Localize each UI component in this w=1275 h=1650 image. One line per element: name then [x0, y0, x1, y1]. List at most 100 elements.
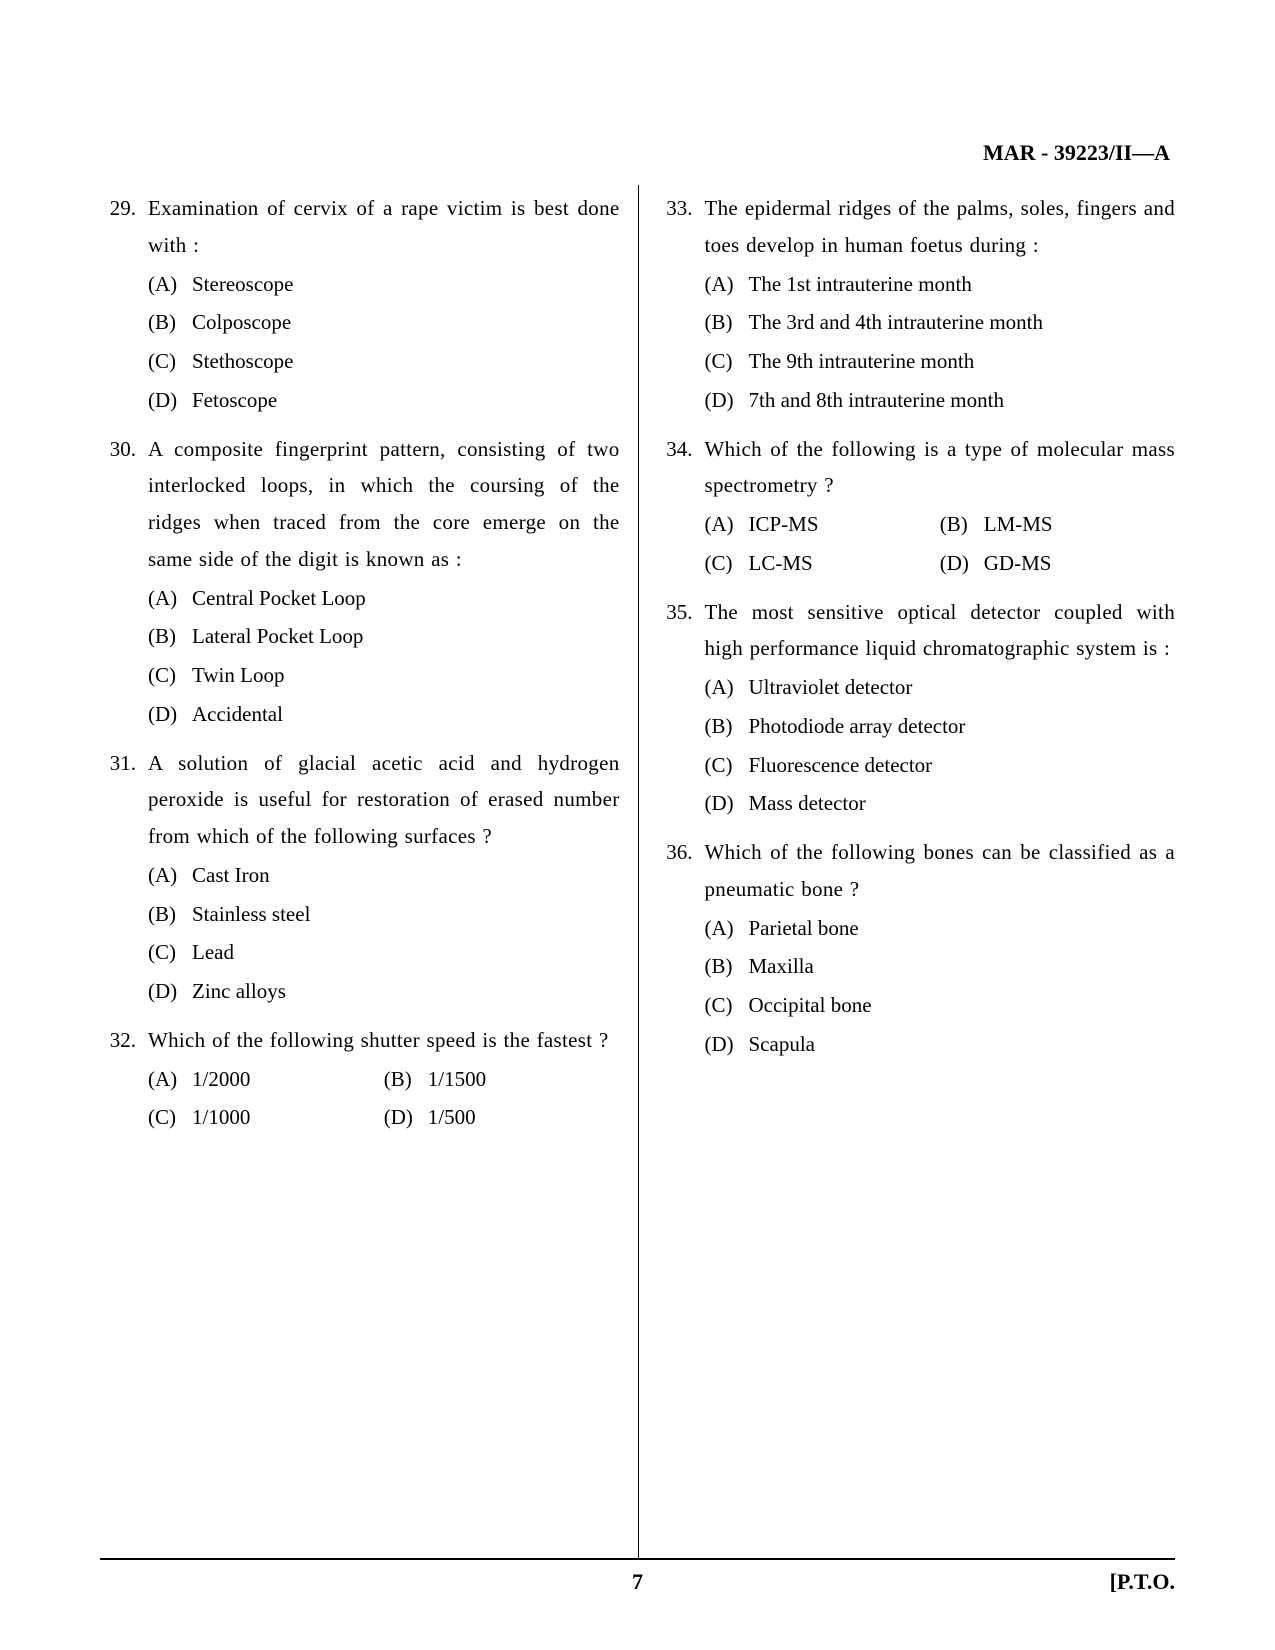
option-text: Parietal bone: [749, 910, 1176, 947]
option-label: (B): [148, 618, 192, 655]
option-text: Stainless steel: [192, 896, 620, 933]
option-text: Colposcope: [192, 304, 620, 341]
question: 32.Which of the following shutter speed …: [100, 1022, 620, 1138]
option-text: Stereoscope: [192, 266, 620, 303]
option-label: (C): [705, 545, 749, 582]
question-body: A composite fingerprint pattern, consist…: [148, 431, 620, 735]
option: (D)Zinc alloys: [148, 973, 620, 1010]
question-body: The epidermal ridges of the palms, soles…: [705, 190, 1176, 421]
question-number: 36.: [657, 834, 705, 1065]
option: (D)7th and 8th intrauterine month: [705, 382, 1176, 419]
question-body: Which of the following shutter speed is …: [148, 1022, 620, 1138]
option: (B)Photodiode array detector: [705, 708, 1176, 745]
option: (D)Mass detector: [705, 785, 1176, 822]
option-text: GD-MS: [984, 545, 1175, 582]
two-column-layout: 29.Examination of cervix of a rape victi…: [100, 185, 1175, 1558]
option-text: Photodiode array detector: [749, 708, 1176, 745]
options-list: (A)Central Pocket Loop(B)Lateral Pocket …: [148, 580, 620, 733]
option: (C)Lead: [148, 934, 620, 971]
page-number: 7: [632, 1569, 643, 1595]
option-label: (B): [148, 304, 192, 341]
option-text: 1/2000: [192, 1061, 384, 1098]
option-label: (A): [705, 910, 749, 947]
question-body: Which of the following is a type of mole…: [705, 431, 1176, 584]
right-column: 33.The epidermal ridges of the palms, so…: [638, 185, 1176, 1558]
option-text: Ultraviolet detector: [749, 669, 1176, 706]
options-list: (A)The 1st intrauterine month(B)The 3rd …: [705, 266, 1176, 419]
option-label: (B): [705, 304, 749, 341]
option: (B)Maxilla: [705, 948, 1176, 985]
option-text: Cast Iron: [192, 857, 620, 894]
question-number: 31.: [100, 745, 148, 1012]
option-label: (B): [705, 948, 749, 985]
question-text: A solution of glacial acetic acid and hy…: [148, 745, 620, 855]
options-list: (A)Parietal bone(B)Maxilla(C)Occipital b…: [705, 910, 1176, 1063]
option: (D)1/500: [384, 1099, 620, 1136]
option-text: LM-MS: [984, 506, 1175, 543]
option: (C)1/1000: [148, 1099, 384, 1136]
option: (A)ICP-MS: [705, 506, 940, 543]
option-label: (A): [705, 669, 749, 706]
option-label: (B): [384, 1061, 428, 1098]
question-text: Which of the following is a type of mole…: [705, 431, 1176, 505]
option-label: (D): [148, 696, 192, 733]
option-label: (C): [705, 747, 749, 784]
option-text: LC-MS: [749, 545, 940, 582]
option-text: 1/1500: [428, 1061, 620, 1098]
option-text: Accidental: [192, 696, 620, 733]
options-list: (A)ICP-MS(B)LM-MS (C)LC-MS(D)GD-MS: [705, 506, 1176, 584]
page-content: 29.Examination of cervix of a rape victi…: [100, 185, 1175, 1560]
question: 36.Which of the following bones can be c…: [657, 834, 1176, 1065]
option: (B)Stainless steel: [148, 896, 620, 933]
option-label: (D): [384, 1099, 428, 1136]
option-text: Lead: [192, 934, 620, 971]
option-label: (C): [705, 987, 749, 1024]
option-text: Twin Loop: [192, 657, 620, 694]
option-label: (D): [148, 973, 192, 1010]
option-label: (C): [148, 343, 192, 380]
option-text: ICP-MS: [749, 506, 940, 543]
question-body: Examination of cervix of a rape victim i…: [148, 190, 620, 421]
page-footer: . 7 [P.T.O.: [100, 1561, 1175, 1595]
option-label: (A): [148, 1061, 192, 1098]
exam-code-header: MAR - 39223/II—A: [983, 140, 1170, 166]
options-list: (A)Cast Iron(B)Stainless steel(C)Lead(D)…: [148, 857, 620, 1010]
option-text: Fluorescence detector: [749, 747, 1176, 784]
option-text: The 1st intrauterine month: [749, 266, 1176, 303]
option-label: (D): [940, 545, 984, 582]
option-text: 1/500: [428, 1099, 620, 1136]
option: (C)Twin Loop: [148, 657, 620, 694]
question: 30.A composite fingerprint pattern, cons…: [100, 431, 620, 735]
option: (C)The 9th intrauterine month: [705, 343, 1176, 380]
pto-label: [P.T.O.: [1110, 1569, 1175, 1595]
question: 35.The most sensitive optical detector c…: [657, 594, 1176, 825]
option-text: Central Pocket Loop: [192, 580, 620, 617]
option: (C)Stethoscope: [148, 343, 620, 380]
option: (A)1/2000: [148, 1061, 384, 1098]
question-text: Which of the following shutter speed is …: [148, 1022, 620, 1059]
question-text: A composite fingerprint pattern, consist…: [148, 431, 620, 578]
option-label: (C): [148, 934, 192, 971]
question-text: The most sensitive optical detector coup…: [705, 594, 1176, 668]
option-text: Zinc alloys: [192, 973, 620, 1010]
option-text: Mass detector: [749, 785, 1176, 822]
option: (B)Lateral Pocket Loop: [148, 618, 620, 655]
option: (B)LM-MS: [940, 506, 1175, 543]
option-label: (C): [705, 343, 749, 380]
question-text: The epidermal ridges of the palms, soles…: [705, 190, 1176, 264]
question-number: 32.: [100, 1022, 148, 1138]
option-text: 1/1000: [192, 1099, 384, 1136]
option: (A)The 1st intrauterine month: [705, 266, 1176, 303]
option-label: (D): [705, 1026, 749, 1063]
option-text: The 3rd and 4th intrauterine month: [749, 304, 1176, 341]
option-label: (D): [148, 382, 192, 419]
exam-code-text: MAR - 39223/II—A: [983, 140, 1170, 165]
option-label: (A): [148, 857, 192, 894]
option-label: (A): [705, 266, 749, 303]
question: 29.Examination of cervix of a rape victi…: [100, 190, 620, 421]
question-body: Which of the following bones can be clas…: [705, 834, 1176, 1065]
option: (D)Scapula: [705, 1026, 1176, 1063]
question: 34.Which of the following is a type of m…: [657, 431, 1176, 584]
option-text: Fetoscope: [192, 382, 620, 419]
option: (A)Central Pocket Loop: [148, 580, 620, 617]
